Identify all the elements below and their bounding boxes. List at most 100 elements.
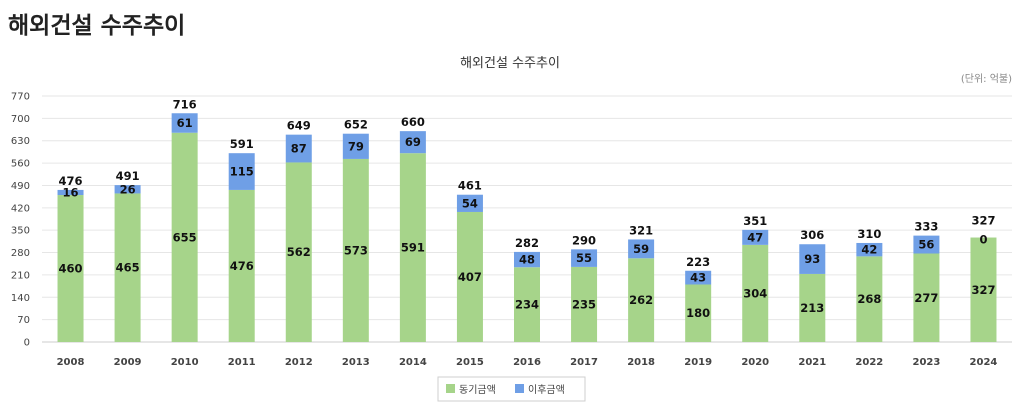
bar-segment-이후금액	[171, 113, 198, 133]
x-axis: 2008 2009 2010 2011 2012 2013 2014 2015 2016 2017…	[57, 357, 998, 368]
x-tick-label: 2022	[855, 357, 883, 368]
data-label-동기금액: 268	[857, 292, 881, 306]
data-label-이후금액: 42	[861, 243, 877, 257]
data-label-이후금액: 43	[690, 271, 706, 285]
y-tick-label: 140	[11, 293, 30, 304]
bar-segment-동기금액	[913, 253, 940, 342]
y-tick-label: 0	[24, 338, 30, 349]
x-tick-label: 2012	[285, 357, 313, 368]
y-tick-label: 210	[11, 270, 30, 281]
bar-segment-이후금액	[913, 235, 940, 254]
x-tick-label: 2021	[798, 357, 826, 368]
y-tick-label: 420	[11, 203, 30, 214]
data-label-이후금액: 79	[348, 139, 364, 153]
bars: 4601647646526491655617164761155915628764…	[57, 97, 997, 342]
bar-segment-이후금액	[856, 242, 883, 257]
total-label: 306	[800, 228, 824, 242]
y-tick-label: 70	[17, 315, 30, 326]
x-tick-label: 2024	[970, 357, 998, 368]
data-label-이후금액: 47	[747, 230, 763, 244]
chart-title: 해외건설 수주추이	[460, 56, 560, 71]
bar-segment-동기금액	[514, 267, 540, 342]
bar-segment-동기금액	[856, 256, 883, 342]
data-label-동기금액: 591	[401, 241, 425, 255]
total-label: 476	[59, 174, 83, 188]
total-label: 282	[515, 236, 539, 250]
total-label: 333	[914, 220, 938, 234]
legend-box	[437, 376, 586, 402]
data-label-이후금액: 56	[918, 238, 934, 252]
x-tick-label: 2013	[342, 357, 370, 368]
bar-segment-동기금액	[742, 244, 769, 342]
data-label-동기금액: 476	[230, 259, 254, 273]
total-label: 461	[458, 179, 482, 193]
legend-label-이후금액: 이후금액	[528, 384, 565, 396]
bar-segment-이후금액	[114, 185, 141, 194]
data-label-이후금액: 61	[177, 116, 193, 130]
bar-segment-동기금액	[456, 211, 483, 342]
bar-segment-이후금액	[799, 244, 826, 274]
data-label-이후금액: 69	[405, 135, 421, 149]
total-label: 652	[344, 118, 368, 132]
bar-segment-동기금액	[57, 195, 84, 342]
bar-segment-동기금액	[114, 193, 141, 342]
legend-label-동기금액: 동기금액	[459, 384, 496, 396]
x-tick-label: 2017	[570, 357, 598, 368]
bar-segment-이후금액	[628, 239, 655, 259]
y-tick-label: 490	[11, 181, 30, 192]
x-tick-label: 2009	[114, 357, 142, 368]
y-tick-label: 280	[11, 248, 30, 259]
y-tick-label: 350	[11, 226, 30, 237]
data-label-동기금액: 180	[686, 306, 710, 320]
total-label: 591	[230, 137, 254, 151]
total-label: 491	[116, 169, 140, 183]
bar-segment-동기금액	[970, 237, 997, 342]
bar-segment-이후금액	[456, 194, 483, 212]
x-tick-label: 2015	[456, 357, 484, 368]
x-tick-label: 2008	[57, 357, 85, 368]
bar-segment-이후금액	[742, 229, 769, 245]
x-tick-label: 2011	[228, 357, 256, 368]
data-label-동기금액: 234	[515, 298, 539, 312]
data-label-동기금액: 235	[572, 297, 596, 311]
data-label-이후금액: 0	[979, 233, 987, 247]
data-label-동기금액: 465	[116, 261, 140, 275]
y-tick-label: 770	[11, 92, 30, 103]
bar-segment-동기금액	[571, 266, 598, 342]
legend-swatch-동기금액	[446, 384, 455, 393]
bar-segment-이후금액	[399, 131, 426, 154]
data-label-이후금액: 16	[63, 185, 79, 199]
x-tick-label: 2020	[741, 357, 769, 368]
y-tick-label: 560	[11, 159, 30, 170]
bar-segment-이후금액	[57, 189, 84, 196]
bar-segment-이후금액	[285, 134, 312, 163]
bar-segment-동기금액	[228, 189, 255, 342]
x-tick-label: 2019	[684, 357, 712, 368]
data-label-동기금액: 304	[743, 286, 767, 300]
unit-label: (단위: 억불)	[961, 72, 1012, 85]
total-label: 321	[629, 223, 653, 237]
bar-segment-동기금액	[799, 273, 826, 342]
data-label-이후금액: 55	[576, 251, 592, 265]
data-label-이후금액: 54	[462, 196, 478, 210]
legend-swatch-이후금액	[515, 384, 524, 393]
data-label-동기금액: 327	[971, 283, 995, 297]
legend: 동기금액 이후금액	[437, 376, 586, 402]
bar-segment-동기금액	[628, 258, 655, 342]
total-label: 223	[686, 255, 710, 269]
data-label-동기금액: 262	[629, 293, 653, 307]
bar-segment-동기금액	[342, 158, 369, 342]
y-tick-label: 630	[11, 136, 30, 147]
bar-segment-동기금액	[685, 284, 712, 342]
bar-segment-이후금액	[228, 153, 255, 190]
data-label-이후금액: 48	[519, 253, 535, 267]
data-label-이후금액: 87	[291, 142, 307, 156]
x-tick-label: 2010	[171, 357, 199, 368]
data-label-동기금액: 213	[800, 301, 824, 315]
y-tick-label: 700	[11, 114, 30, 125]
data-label-동기금액: 277	[914, 291, 938, 305]
data-label-동기금액: 460	[59, 262, 83, 276]
page-heading: 해외건설 수주추이	[8, 13, 186, 39]
data-label-이후금액: 59	[633, 242, 649, 256]
